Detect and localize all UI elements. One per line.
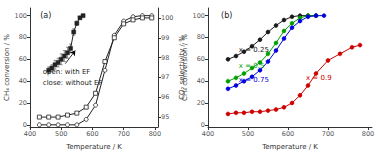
svg-text:800: 800 bbox=[362, 130, 374, 138]
svg-text:700: 700 bbox=[117, 130, 129, 138]
svg-text:(a): (a) bbox=[40, 11, 51, 20]
svg-text:800: 800 bbox=[149, 130, 161, 138]
svg-text:80: 80 bbox=[19, 33, 27, 41]
svg-text:500: 500 bbox=[242, 130, 254, 138]
svg-text:60: 60 bbox=[197, 55, 205, 63]
svg-text:(b): (b) bbox=[221, 11, 232, 20]
svg-text:Temperature / K: Temperature / K bbox=[65, 143, 122, 151]
svg-text:20: 20 bbox=[197, 99, 205, 107]
svg-text:600: 600 bbox=[282, 130, 294, 138]
svg-text:40: 40 bbox=[197, 77, 205, 85]
svg-text:CH₄ conversion / %: CH₄ conversion / % bbox=[3, 34, 11, 101]
svg-text:x = 0.25: x = 0.25 bbox=[239, 46, 269, 54]
svg-text:0: 0 bbox=[23, 121, 27, 129]
svg-text:x = 0.5: x = 0.5 bbox=[239, 62, 265, 70]
svg-text:Temperature / K: Temperature / K bbox=[261, 143, 318, 151]
svg-text:100: 100 bbox=[15, 12, 27, 20]
svg-text:97: 97 bbox=[161, 73, 169, 81]
svg-text:20: 20 bbox=[19, 99, 27, 107]
svg-text:0: 0 bbox=[201, 121, 205, 129]
svg-text:open: with EF: open: with EF bbox=[43, 68, 91, 76]
svg-text:close: without EF: close: without EF bbox=[43, 79, 103, 87]
svg-text:400: 400 bbox=[202, 130, 214, 138]
svg-text:98: 98 bbox=[161, 54, 169, 62]
svg-text:100: 100 bbox=[161, 14, 173, 22]
svg-text:80: 80 bbox=[197, 33, 205, 41]
svg-text:100: 100 bbox=[193, 12, 205, 20]
svg-text:x = 0.9: x = 0.9 bbox=[306, 74, 332, 82]
svg-text:700: 700 bbox=[322, 130, 334, 138]
svg-text:400: 400 bbox=[24, 130, 36, 138]
svg-text:95: 95 bbox=[161, 113, 169, 121]
svg-text:x = 0.75: x = 0.75 bbox=[239, 76, 269, 84]
svg-text:60: 60 bbox=[19, 55, 27, 63]
svg-text:CH₄ conversion / %: CH₄ conversion / % bbox=[181, 34, 189, 101]
svg-text:96: 96 bbox=[161, 93, 169, 101]
svg-text:99: 99 bbox=[161, 34, 169, 42]
svg-text:40: 40 bbox=[19, 77, 27, 85]
svg-text:500: 500 bbox=[55, 130, 67, 138]
svg-text:600: 600 bbox=[86, 130, 98, 138]
